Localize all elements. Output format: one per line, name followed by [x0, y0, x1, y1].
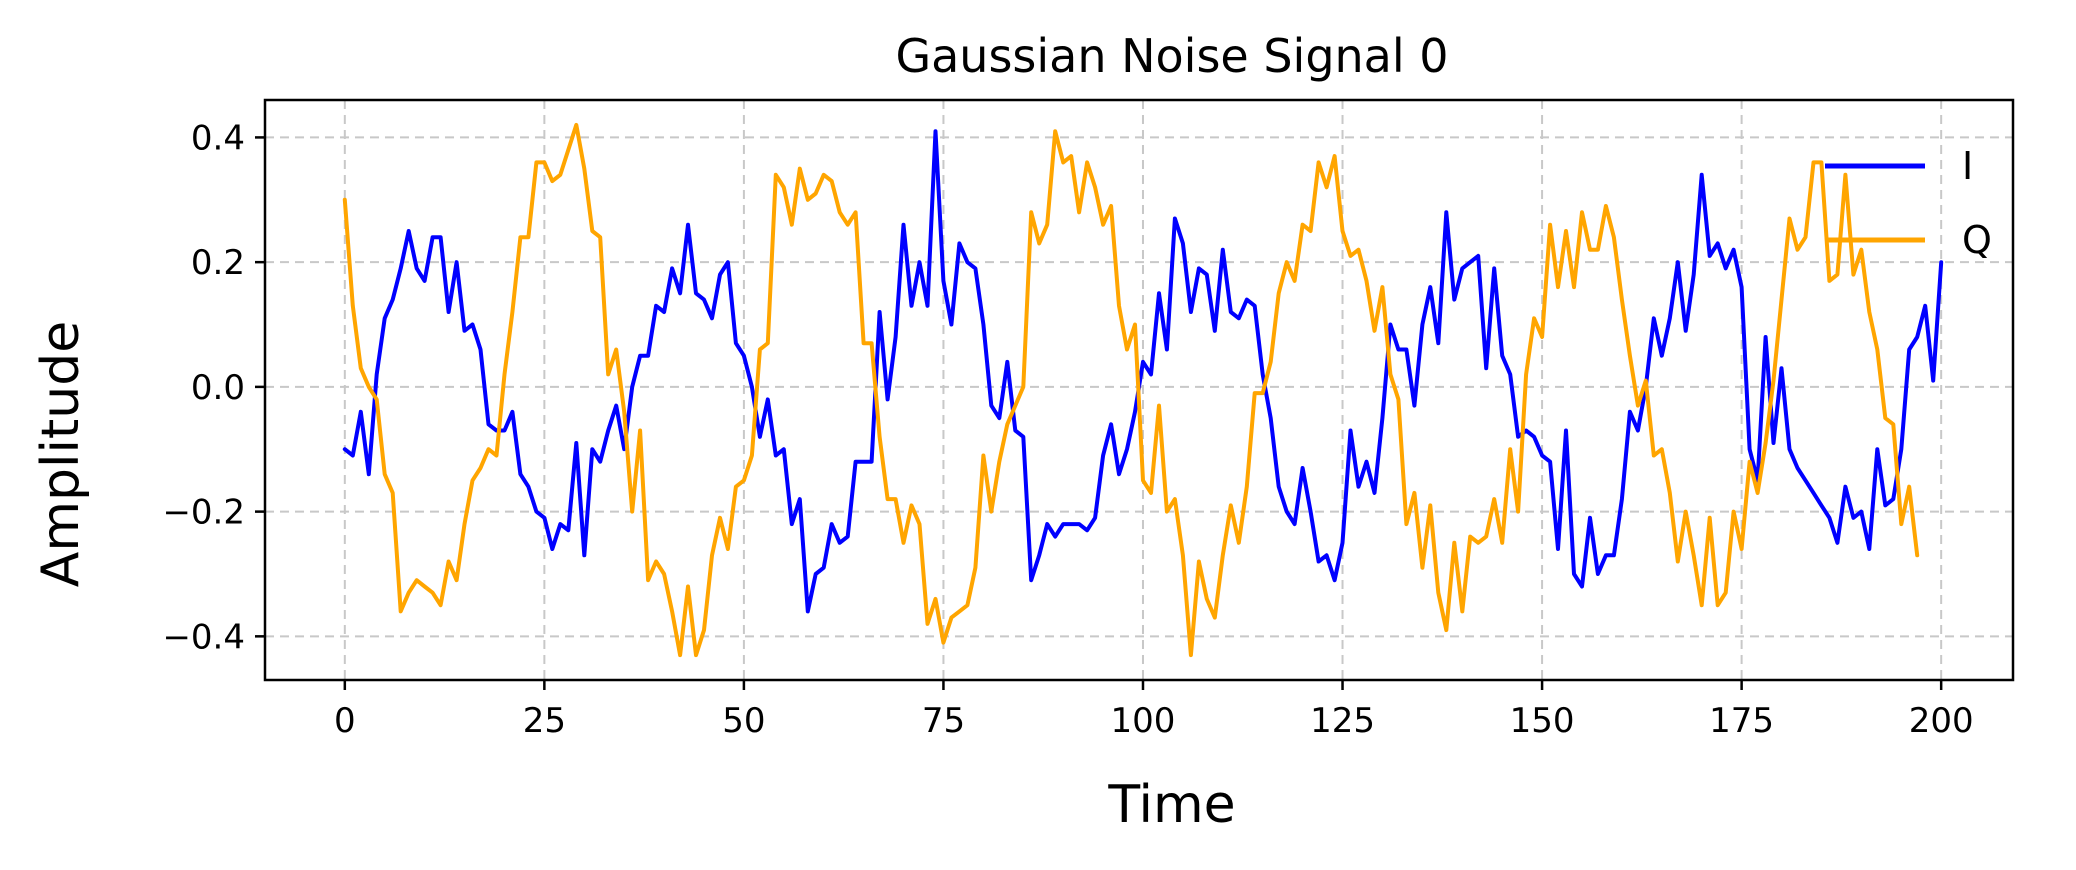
legend: IQ: [1825, 144, 1992, 262]
y-tick-label: −0.4: [162, 617, 245, 657]
x-tick-label: 75: [922, 701, 965, 741]
x-tick-label: 125: [1310, 701, 1375, 741]
x-tick-label: 100: [1111, 701, 1176, 741]
plot-area-frame: [263, 98, 2015, 682]
x-axis-label: Time: [1107, 775, 1235, 835]
chart-title: Gaussian Noise Signal 0: [895, 29, 1448, 83]
x-tick-label: 50: [722, 701, 765, 741]
x-axis-ticks: 0 25 50 75 100 125 150 175 200: [334, 680, 1974, 741]
x-tick-label: 25: [523, 701, 566, 741]
legend-label-i: I: [1962, 144, 1973, 188]
y-tick-label: 0.2: [191, 243, 245, 283]
y-tick-label: −0.2: [162, 493, 245, 533]
series-lines: [342, 122, 1944, 658]
y-tick-label: 0.4: [191, 118, 245, 158]
series-line-i: [342, 129, 1944, 614]
x-tick-label: 175: [1709, 701, 1774, 741]
y-axis-label: Amplitude: [31, 321, 91, 587]
x-tick-label: 200: [1909, 701, 1974, 741]
y-tick-label: 0.0: [191, 368, 245, 408]
x-tick-label: 150: [1510, 701, 1575, 741]
legend-label-q: Q: [1962, 218, 1992, 262]
y-axis-ticks: −0.4 −0.2 0.0 0.2 0.4: [162, 118, 265, 657]
x-tick-label: 0: [334, 701, 356, 741]
series-line-q: [342, 122, 1920, 658]
